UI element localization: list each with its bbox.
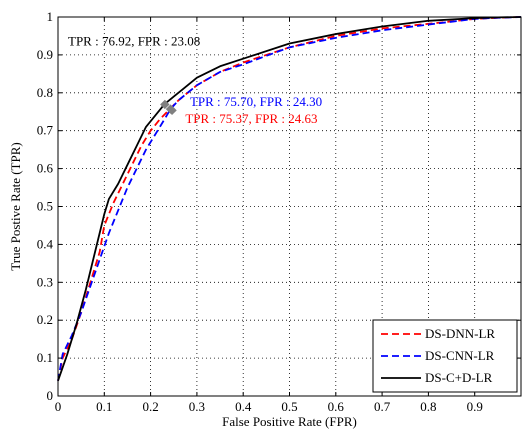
y-tick-label: 0.8 bbox=[37, 85, 53, 100]
y-tick-label: 0.9 bbox=[37, 47, 53, 62]
y-tick-label: 0.3 bbox=[37, 274, 53, 289]
legend-entry: DS-CNN-LR bbox=[425, 348, 495, 363]
x-tick-label: 0.7 bbox=[374, 399, 391, 414]
x-tick-label: 0.8 bbox=[420, 399, 436, 414]
annotation-label: TPR : 76.92, FPR : 23.08 bbox=[68, 33, 200, 48]
annotation-marker bbox=[167, 105, 177, 116]
series-line-ds-cnn-lr bbox=[57, 16, 522, 381]
y-tick-label: 1 bbox=[47, 9, 54, 24]
annotation-label: TPR : 75.70, FPR : 24.30 bbox=[190, 94, 322, 109]
x-tick-label: 0.1 bbox=[96, 399, 112, 414]
x-tick-label: 0.6 bbox=[328, 399, 345, 414]
annotation-markers bbox=[160, 99, 177, 116]
x-tick-label: 0.3 bbox=[189, 399, 205, 414]
x-tick-label: 0.2 bbox=[142, 399, 158, 414]
legend-entry: DS-DNN-LR bbox=[425, 326, 495, 341]
y-tick-label: 0.2 bbox=[37, 312, 53, 327]
annotations: TPR : 76.92, FPR : 23.08 TPR : 75.70, FPR… bbox=[68, 33, 322, 126]
y-axis-label: True Postive Rate (TPR) bbox=[8, 142, 23, 270]
x-axis-label: False Positive Rate (FPR) bbox=[222, 414, 357, 429]
y-tick-label: 0.1 bbox=[37, 350, 53, 365]
legend: DS-DNN-LR DS-CNN-LR DS-C+D-LR bbox=[372, 319, 518, 393]
axis-ticks: 0 0.1 0.2 0.3 0.4 0.5 0.6 0.7 0.8 0.9 0 0.1 0.2 0.3 0.… bbox=[37, 9, 521, 414]
legend-entry: DS-C+D-LR bbox=[425, 370, 493, 385]
x-tick-label: 0.5 bbox=[281, 399, 297, 414]
annotation-label: TPR : 75.37, FPR : 24.63 bbox=[185, 111, 317, 126]
annotation-marker bbox=[160, 99, 170, 110]
x-tick-label: 0.4 bbox=[235, 399, 252, 414]
y-tick-label: 0.5 bbox=[37, 199, 53, 214]
x-tick-label: 0.9 bbox=[467, 399, 483, 414]
y-tick-label: 0.6 bbox=[37, 161, 54, 176]
y-tick-label: 0 bbox=[47, 388, 54, 403]
x-tick-label: 0 bbox=[55, 399, 62, 414]
y-tick-label: 0.4 bbox=[37, 236, 54, 251]
series-line-ds-dnn-lr bbox=[57, 16, 522, 382]
y-tick-label: 0.7 bbox=[37, 123, 54, 138]
